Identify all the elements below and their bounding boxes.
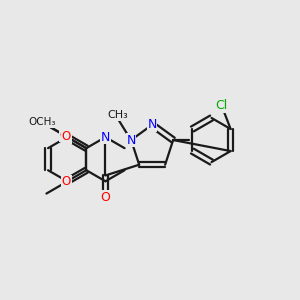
Text: N: N [101,130,110,144]
Text: O: O [100,191,110,204]
Text: O: O [62,176,71,188]
Text: OCH₃: OCH₃ [28,117,56,128]
Text: N: N [127,134,136,146]
Text: O: O [62,130,71,143]
Text: Cl: Cl [215,100,227,112]
Text: N: N [148,118,157,131]
Text: CH₃: CH₃ [107,110,128,121]
Text: O: O [60,129,69,142]
